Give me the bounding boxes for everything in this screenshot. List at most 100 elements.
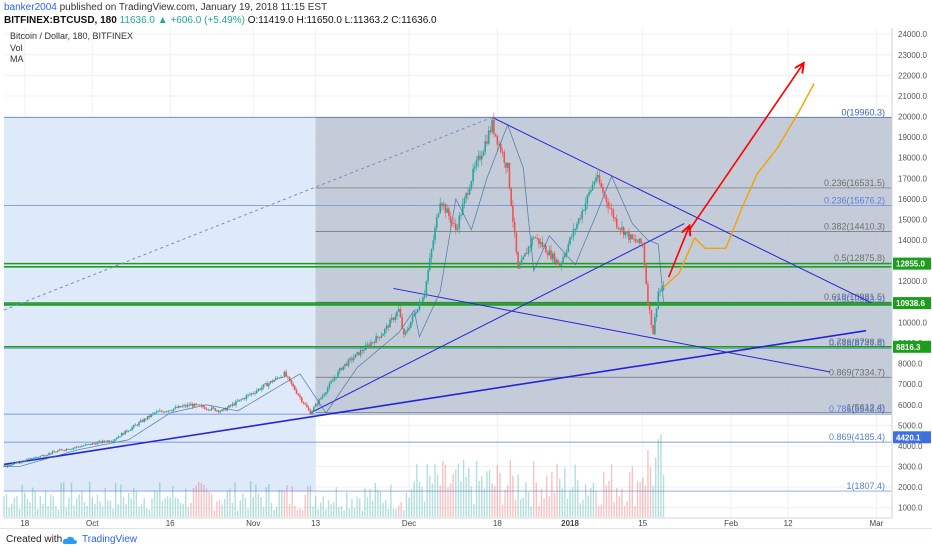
candle-body — [408, 327, 410, 331]
candle-body — [524, 253, 526, 257]
x-axis-ticks[interactable]: 18 Oct 16 Nov 13 Dec 18 2018 15 Feb 12 Mar — [20, 519, 883, 528]
candle-body — [448, 208, 450, 217]
candle-body — [626, 231, 628, 233]
volume-bar — [78, 494, 80, 517]
candle-body — [441, 203, 443, 207]
volume-bar — [569, 490, 571, 517]
volume-bar — [543, 498, 545, 517]
candle-body — [67, 448, 69, 450]
y-tick-label: 20000.0 — [898, 113, 927, 122]
candle-body — [532, 237, 535, 239]
candle-body — [342, 366, 345, 370]
volume-bar — [447, 487, 449, 517]
candle-body — [250, 393, 253, 395]
candle-body — [300, 397, 303, 402]
created-with-label: Created with — [6, 534, 63, 545]
volume-bar — [192, 488, 195, 517]
candle-body — [287, 376, 289, 378]
fib-label: 0.618(8741.8) — [829, 338, 885, 348]
candle-body — [396, 311, 398, 317]
volume-bar — [470, 486, 473, 517]
volume-bar — [52, 496, 55, 517]
volume-bar — [307, 486, 309, 517]
candle-body — [437, 213, 440, 218]
candle-body — [103, 440, 106, 442]
volume-bar — [382, 502, 384, 517]
volume-bar — [522, 497, 524, 517]
candle-body — [107, 440, 109, 442]
volume-bar — [348, 508, 351, 517]
volume-bar — [21, 484, 23, 517]
candle-body — [569, 237, 571, 245]
volume-bar — [439, 485, 441, 517]
candle-body — [394, 316, 397, 320]
candle-body — [631, 234, 634, 239]
candle-body — [650, 310, 653, 326]
candle-body — [18, 462, 21, 464]
candle-body — [377, 336, 379, 338]
candle-body — [306, 404, 308, 408]
volume-bar — [431, 483, 434, 517]
volume-bar — [187, 507, 190, 517]
volume-bar — [255, 484, 257, 517]
y-tick-label: 23000.0 — [898, 51, 927, 60]
open-value: O:11419.0 — [247, 15, 294, 26]
candle-body — [565, 251, 568, 255]
chart-header: banker2004 published on TradingView.com,… — [0, 0, 932, 28]
fib-label: 0.5(10883.9) — [834, 294, 885, 304]
candle-body — [368, 344, 371, 347]
candle-body — [486, 141, 488, 144]
candle-body — [586, 195, 589, 204]
volume-bar — [491, 483, 493, 517]
candle-body — [389, 319, 391, 328]
volume-bar — [127, 492, 130, 517]
y-tick-label: 15000.0 — [898, 215, 927, 224]
candle-body — [660, 289, 663, 291]
candle-body — [543, 245, 545, 247]
candle-body — [68, 449, 71, 450]
candle-body — [392, 317, 395, 320]
candle-body — [39, 455, 42, 457]
candle-body — [37, 456, 40, 458]
candle-body — [88, 443, 90, 445]
candle-body — [210, 407, 213, 410]
candle-body — [539, 242, 542, 244]
author-link[interactable]: banker2004 — [4, 2, 57, 13]
candle-body — [375, 336, 377, 343]
volume-bar — [252, 497, 254, 517]
candle-body — [461, 204, 464, 215]
fib-label: 0.618(10981.5) — [824, 292, 885, 302]
candle-body — [562, 257, 564, 263]
volume-bar — [8, 507, 10, 517]
trendlines[interactable] — [3, 116, 872, 466]
volume-bar — [122, 496, 125, 517]
volume-bar — [434, 463, 436, 517]
candle-body — [531, 238, 533, 246]
x-tick-label: 2018 — [561, 519, 579, 528]
volume-bar — [377, 489, 379, 517]
volume-bar — [325, 509, 327, 517]
candle-body — [96, 442, 99, 445]
candle-body — [309, 409, 312, 415]
candle-body — [153, 412, 156, 414]
candle-body — [560, 262, 563, 266]
candle-body — [645, 265, 647, 285]
candle-body — [72, 447, 75, 449]
tradingview-brand-link[interactable]: TradingView — [82, 534, 138, 545]
volume-bar — [481, 476, 483, 517]
volume-bar — [486, 471, 488, 517]
volume-bar — [270, 503, 273, 517]
volume-bar — [208, 491, 210, 517]
forecast-arrow — [688, 63, 803, 231]
candle-body — [174, 407, 177, 409]
volume-bar — [247, 508, 249, 517]
y-tick-label: 14000.0 — [898, 236, 927, 245]
volume-bar — [156, 491, 158, 517]
price-label-bg — [893, 340, 931, 353]
fib-label: 0.869(4185.4) — [829, 432, 885, 442]
candle-body — [55, 451, 57, 453]
volume-bar — [86, 505, 88, 517]
candle-body — [207, 409, 210, 410]
volume-bar — [429, 475, 431, 517]
price-chart[interactable]: 0(19960.3)0(19960.3)0.236(16531.5)0.236(… — [0, 28, 932, 528]
